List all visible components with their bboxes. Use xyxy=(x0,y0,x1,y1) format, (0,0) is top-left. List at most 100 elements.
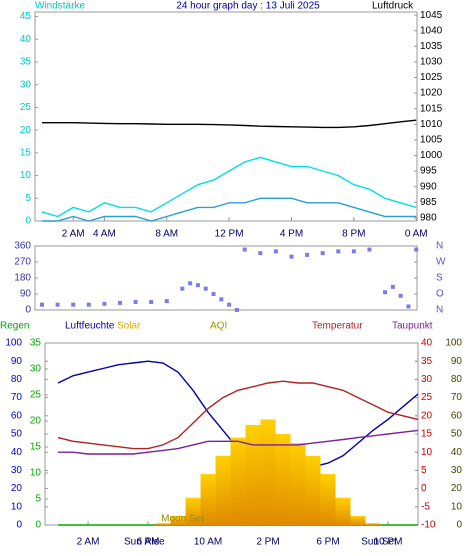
y-tick-label: 70 xyxy=(11,392,23,403)
y2-tick-label: 1010 xyxy=(420,119,443,130)
y-tick-label: 25 xyxy=(20,102,32,113)
series-line xyxy=(41,156,417,218)
direction-point xyxy=(367,247,372,252)
direction-point xyxy=(203,286,208,291)
direction-point xyxy=(242,247,247,252)
y3-tick-label: 10 xyxy=(30,468,42,479)
y2-tick-label: 1020 xyxy=(420,88,443,99)
y-tick-label: 180 xyxy=(14,273,31,284)
plot-frame xyxy=(34,11,418,222)
x-tick-label: 2 PM xyxy=(256,537,279,548)
y4-tick-label: 90 xyxy=(451,356,463,367)
y-tick-label: 0 xyxy=(25,305,31,316)
y4-tick-label: 50 xyxy=(451,429,463,440)
y2-tick-label: 980 xyxy=(420,213,437,224)
y4-tick-label: 40 xyxy=(451,447,463,458)
direction-point xyxy=(164,299,169,304)
y2-tick-label: 1045 xyxy=(420,10,443,21)
y3-tick-label: 5 xyxy=(35,494,41,505)
direction-point xyxy=(390,284,395,289)
solar-bar xyxy=(350,515,366,525)
y4-tick-label: 0 xyxy=(456,520,462,531)
y2-tick-label: 0 xyxy=(421,483,427,494)
direction-point xyxy=(117,300,122,305)
y4-tick-label: 30 xyxy=(451,465,463,476)
y-tick-label: 0 xyxy=(25,216,31,227)
x-tick-label: 2 AM xyxy=(62,229,85,240)
y3-tick-label: 15 xyxy=(30,442,42,453)
y2-tick-label: 1040 xyxy=(420,25,443,36)
series-line xyxy=(57,380,419,450)
solar-bar xyxy=(245,424,261,525)
direction-point xyxy=(406,304,411,309)
legend-label: AQI xyxy=(210,321,227,332)
direction-point xyxy=(188,281,193,286)
direction-point xyxy=(180,286,185,291)
y3-tick-label: 0 xyxy=(35,520,41,531)
y2-tick-label: 995 xyxy=(420,166,437,177)
x-tick-label: 8 AM xyxy=(155,229,178,240)
y2-tick-label: 990 xyxy=(420,181,437,192)
legend-label: Luftfeuchte xyxy=(65,321,115,332)
y-tick-label: 50 xyxy=(11,429,23,440)
y2-tick-label: S xyxy=(436,273,443,284)
y-tick-label: 10 xyxy=(20,170,32,181)
solar-bar xyxy=(320,474,336,525)
y3-tick-label: 25 xyxy=(30,390,42,401)
solar-bar xyxy=(305,455,321,525)
direction-point xyxy=(195,283,200,288)
y2-tick-label: N xyxy=(436,305,443,316)
direction-point xyxy=(398,293,403,298)
plot-frame xyxy=(34,245,418,311)
wind-label: Windstärke xyxy=(35,1,85,12)
x-tick-label: 4 PM xyxy=(280,229,303,240)
y-tick-label: 60 xyxy=(11,410,23,421)
solar-bar xyxy=(335,497,351,525)
solar-bar xyxy=(230,437,246,525)
y4-tick-label: 20 xyxy=(451,483,463,494)
direction-point xyxy=(40,302,45,307)
series-line xyxy=(58,429,419,455)
direction-point xyxy=(102,301,107,306)
y2-tick-label: 985 xyxy=(420,197,437,208)
y4-tick-label: 10 xyxy=(451,501,463,512)
y2-tick-label: O xyxy=(436,289,444,300)
y2-tick-label: -5 xyxy=(421,501,430,512)
x-tick-label: 10 PM xyxy=(374,537,403,548)
y-tick-label: 20 xyxy=(20,125,32,136)
solar-bar xyxy=(260,419,276,525)
chart-title: 24 hour graph day : 13 Juli 2025 xyxy=(176,1,320,12)
direction-point xyxy=(273,249,278,254)
y4-tick-label: 80 xyxy=(451,374,463,385)
y2-tick-label: 35 xyxy=(421,356,433,367)
x-tick-label: 2 AM xyxy=(77,537,100,548)
y-tick-label: 90 xyxy=(20,289,32,300)
legend-label: Temperatur xyxy=(312,321,363,332)
solar-bar xyxy=(290,443,306,525)
y2-tick-label: 20 xyxy=(421,410,433,421)
y4-tick-label: 100 xyxy=(445,338,462,349)
legend-label: Regen xyxy=(0,321,29,332)
direction-point xyxy=(351,249,356,254)
x-tick-label: 6 AM xyxy=(137,537,160,548)
x-tick-label: 0 AM xyxy=(405,229,428,240)
y2-tick-label: 1000 xyxy=(420,150,443,161)
x-tick-label: 4 AM xyxy=(93,229,116,240)
y-tick-label: 10 xyxy=(11,501,23,512)
direction-point xyxy=(320,251,325,256)
legend-label: Solar xyxy=(117,321,141,332)
direction-point xyxy=(211,292,216,296)
series-line xyxy=(42,197,417,222)
y2-tick-label: W xyxy=(436,257,446,268)
solar-bar xyxy=(185,497,201,525)
solar-bar xyxy=(170,515,186,525)
solar-bar xyxy=(200,474,216,525)
direction-point xyxy=(414,247,419,252)
direction-point xyxy=(383,290,388,295)
y-tick-label: 15 xyxy=(20,147,32,158)
pressure-label: Luftdruck xyxy=(372,1,414,12)
x-tick-label: 6 PM xyxy=(316,537,339,548)
y-tick-label: 360 xyxy=(14,241,31,252)
direction-point xyxy=(289,254,294,259)
